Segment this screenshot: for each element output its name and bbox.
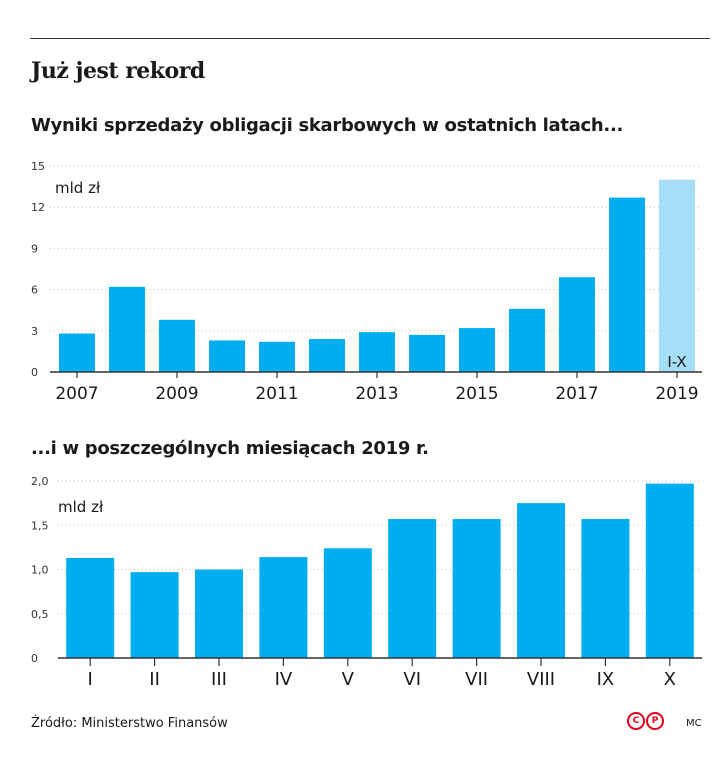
- monthly-ytick-label: 1,0: [31, 564, 49, 577]
- monthly-xtick-label: VI: [403, 669, 421, 690]
- annual-sales-chart: 15 12 9 6 3 0 mld zł 2007 2009 2011 2013 2015 2017 I-…: [31, 160, 702, 404]
- annual-unit-label: mld zł: [55, 179, 101, 197]
- monthly-bar: [645, 483, 694, 658]
- monthly-xtick-label: I: [88, 669, 93, 690]
- copyright-logo: C P: [627, 712, 664, 730]
- monthly-bar: [517, 503, 565, 658]
- monthly-xtick-label: II: [149, 669, 160, 690]
- monthly-unit-label: mld zł: [58, 498, 104, 516]
- copyright-c-icon: C: [627, 712, 645, 730]
- monthly-bar: [195, 569, 243, 658]
- annual-bar: [259, 341, 295, 372]
- annual-bar: [309, 339, 345, 372]
- annual-bar: [159, 319, 195, 372]
- annual-bar: [409, 334, 445, 372]
- monthly-xtick-label: IX: [597, 669, 615, 690]
- monthly-xtick-label: III: [211, 669, 227, 690]
- monthly-xtick-label: X: [664, 669, 676, 690]
- annual-ytick-label: 15: [31, 160, 45, 173]
- annual-ytick-label: 0: [31, 366, 38, 379]
- chart1-title: Wyniki sprzedaży obligacji skarbowych w …: [31, 115, 624, 136]
- annual-bar: [659, 179, 695, 372]
- annual-bar: [509, 308, 545, 372]
- annual-bar: [559, 277, 595, 372]
- monthly-bar: [66, 557, 115, 658]
- annual-bar: [459, 328, 495, 372]
- author-initials: MC: [686, 718, 702, 729]
- annual-ytick-label: 6: [31, 284, 38, 297]
- annual-xtick-label: 2019: [655, 384, 698, 404]
- monthly-xtick-label: IV: [275, 669, 293, 690]
- source-note: Źródło: Ministerstwo Finansów: [31, 716, 228, 731]
- monthly-xtick-label: V: [342, 669, 355, 690]
- monthly-ytick-label: 0,5: [31, 608, 49, 621]
- annual-bar: [109, 286, 145, 372]
- annual-ytick-label: 3: [31, 325, 38, 338]
- monthly-ytick-label: 2,0: [31, 475, 49, 488]
- annual-partial-label: I-X: [667, 353, 686, 371]
- monthly-ytick-label: 1,5: [31, 519, 49, 532]
- annual-bar: [609, 197, 645, 372]
- monthly-bar: [388, 519, 437, 658]
- monthly-bar: [323, 548, 372, 658]
- chart2-title: ...i w poszczególnych miesiącach 2019 r.: [31, 438, 429, 459]
- page-title: Już jest rekord: [31, 58, 205, 84]
- monthly-xtick-label: VIII: [527, 669, 555, 690]
- monthly-bar: [130, 572, 179, 658]
- monthly-ytick-label: 0: [31, 652, 38, 665]
- annual-xtick-label: 2011: [255, 384, 298, 404]
- annual-bar: [209, 340, 245, 372]
- annual-xtick-label: 2017: [555, 384, 598, 404]
- annual-ytick-label: 12: [31, 201, 45, 214]
- annual-bar: [359, 332, 395, 372]
- copyright-p-icon: P: [646, 712, 664, 730]
- annual-xtick-label: 2007: [55, 384, 98, 404]
- annual-xtick-label: 2009: [155, 384, 198, 404]
- annual-xtick-label: 2015: [455, 384, 498, 404]
- monthly-bar: [259, 557, 308, 658]
- annual-ytick-label: 9: [31, 242, 38, 255]
- monthly-bar: [452, 519, 501, 658]
- monthly-bar: [581, 519, 630, 658]
- monthly-xtick-label: VII: [465, 669, 488, 690]
- top-rule: [30, 38, 710, 39]
- annual-bar: [59, 333, 95, 372]
- annual-xtick-label: 2013: [355, 384, 398, 404]
